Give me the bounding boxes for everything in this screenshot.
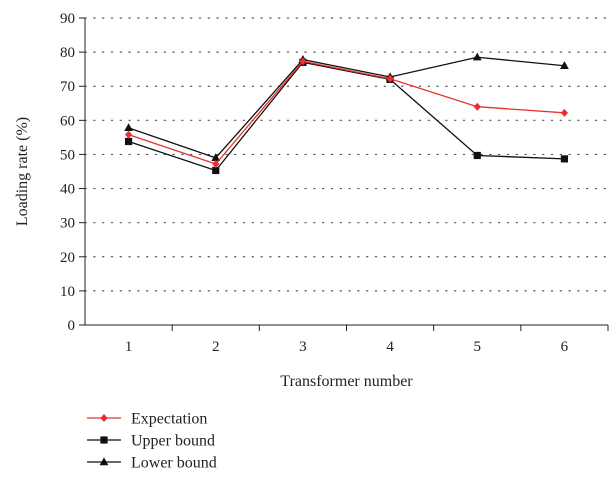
x-tick-label-4: 4 xyxy=(386,339,394,355)
gridlines xyxy=(84,17,609,292)
legend-marker-expectation xyxy=(100,414,108,422)
x-axis-title: Transformer number xyxy=(280,373,413,390)
y-tick-label-50: 50 xyxy=(60,147,75,163)
expectation-point-6 xyxy=(560,108,569,117)
legend-item-expectation: Expectation xyxy=(87,411,207,428)
lower-bound-point-2 xyxy=(211,153,221,162)
legend-label-lower-bound: Lower bound xyxy=(131,455,217,472)
series-upper-bound xyxy=(124,58,569,175)
axes xyxy=(79,17,609,331)
y-tick-label-60: 60 xyxy=(60,113,75,129)
y-tick-label-40: 40 xyxy=(60,182,75,198)
y-tick-label-30: 30 xyxy=(60,216,75,232)
x-tick-label-2: 2 xyxy=(212,339,220,355)
series-line-upper-bound xyxy=(128,61,565,172)
series-lines xyxy=(124,52,569,175)
x-tick-label-1: 1 xyxy=(125,339,133,355)
x-tick-labels: 1 2 3 4 5 6 xyxy=(125,339,569,355)
lower-bound-point-1 xyxy=(124,123,133,132)
legend-marker-upper-bound xyxy=(100,436,108,444)
lower-bound-point-5 xyxy=(472,52,482,61)
legend-item-upper-bound: Upper bound xyxy=(87,433,215,450)
x-tick-label-6: 6 xyxy=(561,339,569,355)
expectation-point-1 xyxy=(124,130,133,139)
legend-marker-lower-bound xyxy=(99,457,109,466)
legend: Expectation Upper bound Lower bound xyxy=(87,411,217,472)
series-line-lower-bound xyxy=(128,56,565,159)
expectation-point-4 xyxy=(386,74,394,83)
legend-label-expectation: Expectation xyxy=(131,411,207,428)
y-tick-label-80: 80 xyxy=(60,45,75,61)
y-tick-label-20: 20 xyxy=(60,250,75,266)
upper-bound-point-1 xyxy=(124,137,133,146)
expectation-point-5 xyxy=(473,102,481,111)
legend-label-upper-bound: Upper bound xyxy=(131,433,215,450)
y-tick-label-90: 90 xyxy=(60,11,75,27)
x-tick-label-5: 5 xyxy=(474,339,482,355)
lower-bound-point-6 xyxy=(560,61,569,69)
upper-bound-point-5 xyxy=(473,151,481,160)
y-tick-label-0: 0 xyxy=(68,318,76,334)
upper-bound-point-6 xyxy=(560,155,569,163)
upper-bound-point-2 xyxy=(212,166,220,175)
series-lower-bound xyxy=(124,52,569,162)
y-tick-label-10: 10 xyxy=(60,284,75,300)
y-tick-labels: 0 10 20 30 40 50 60 70 80 90 xyxy=(60,11,75,334)
expectation-point-2 xyxy=(212,159,220,168)
expectation-point-3 xyxy=(299,57,307,66)
x-tick-label-3: 3 xyxy=(299,339,307,355)
legend-item-lower-bound: Lower bound xyxy=(87,455,217,472)
y-axis-title: Loading rate (%) xyxy=(14,117,31,226)
series-expectation xyxy=(124,57,569,168)
y-tick-label-70: 70 xyxy=(60,79,75,95)
series-line-expectation xyxy=(128,60,565,165)
